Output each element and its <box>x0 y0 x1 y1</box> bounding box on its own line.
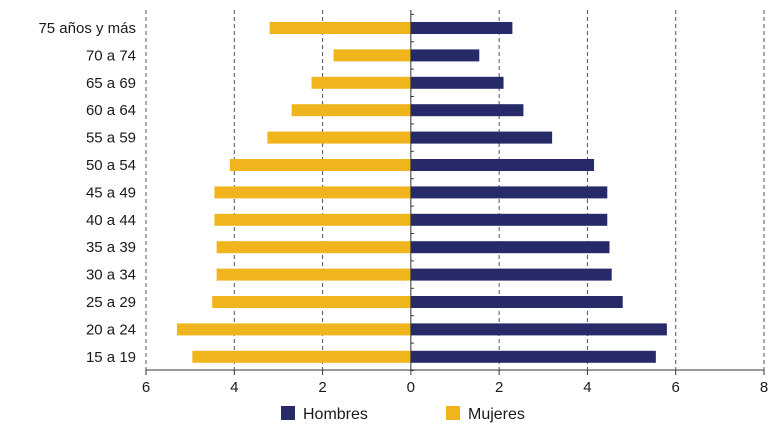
bar-mujeres-10 <box>212 296 411 308</box>
bar-mujeres-3 <box>291 104 411 117</box>
category-label: 45 a 49 <box>86 184 136 201</box>
legend-swatch-mujeres <box>446 406 460 420</box>
x-tick-label: 6 <box>142 379 150 396</box>
x-tick-label: 0 <box>407 379 415 396</box>
category-label: 60 a 64 <box>86 102 136 119</box>
bar-mujeres-9 <box>216 268 411 281</box>
bar-mujeres-2 <box>311 76 411 89</box>
bars <box>176 22 667 363</box>
category-label: 65 a 69 <box>86 75 136 92</box>
legend-label-hombres: Hombres <box>303 406 368 423</box>
bar-hombres-9 <box>410 268 612 281</box>
bar-hombres-6 <box>410 186 608 199</box>
axis <box>145 10 765 375</box>
category-labels: 75 años y más 70 a 74 65 a 69 60 a 64 55 a 5… <box>38 20 136 366</box>
bar-hombres-2 <box>410 76 504 89</box>
bar-mujeres-0 <box>269 22 411 34</box>
x-tick-label: 8 <box>760 379 768 396</box>
bar-hombres-10 <box>410 296 623 308</box>
bar-hombres-5 <box>410 159 595 171</box>
x-tick-label: 6 <box>672 379 680 396</box>
category-label: 20 a 24 <box>86 321 136 338</box>
bar-mujeres-11 <box>176 323 411 336</box>
category-label: 15 a 19 <box>86 349 136 366</box>
bar-mujeres-7 <box>214 213 411 226</box>
bar-mujeres-8 <box>216 241 411 254</box>
legend-swatch-hombres <box>281 406 295 420</box>
bar-hombres-4 <box>410 131 553 144</box>
bar-hombres-0 <box>410 22 513 34</box>
bar-hombres-8 <box>410 241 610 254</box>
x-tick-label: 4 <box>230 379 238 396</box>
bar-mujeres-5 <box>229 159 411 171</box>
bar-hombres-7 <box>410 213 608 226</box>
bar-hombres-12 <box>410 350 656 363</box>
bar-mujeres-4 <box>267 131 411 144</box>
category-label: 55 a 59 <box>86 130 136 147</box>
category-label: 70 a 74 <box>86 47 136 64</box>
category-label: 75 años y más <box>38 20 136 37</box>
x-tick-labels: 6 4 2 0 2 4 6 8 <box>142 379 768 396</box>
grid-lines <box>145 10 765 370</box>
bar-hombres-3 <box>410 104 524 117</box>
bar-mujeres-12 <box>192 350 411 363</box>
bar-hombres-11 <box>410 323 667 336</box>
x-tick-label: 4 <box>583 379 591 396</box>
category-label: 50 a 54 <box>86 157 136 174</box>
category-label: 25 a 29 <box>86 294 136 311</box>
bar-hombres-1 <box>410 49 480 62</box>
category-label: 40 a 44 <box>86 212 136 229</box>
category-label: 35 a 39 <box>86 239 136 256</box>
x-tick-label: 2 <box>495 379 503 396</box>
legend-label-mujeres: Mujeres <box>468 406 525 423</box>
category-label: 30 a 34 <box>86 267 136 284</box>
x-tick-label: 2 <box>318 379 326 396</box>
legend: Hombres Mujeres <box>281 406 525 423</box>
bar-mujeres-1 <box>333 49 411 62</box>
bar-mujeres-6 <box>214 186 411 199</box>
